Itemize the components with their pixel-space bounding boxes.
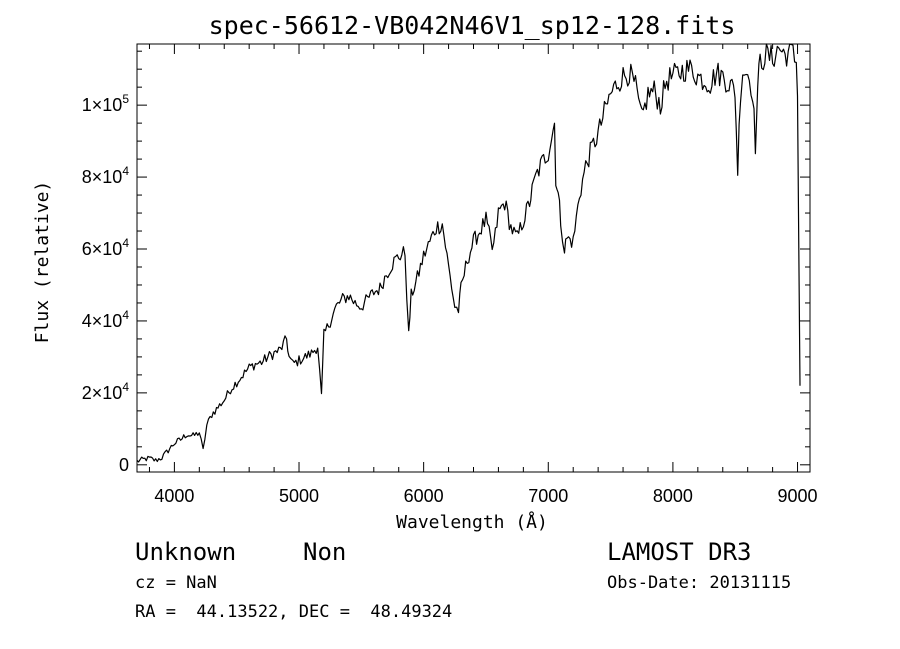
y-tick-label: 1×105 bbox=[82, 92, 130, 115]
x-tick-label: 6000 bbox=[404, 486, 444, 506]
x-axis-label: Wavelength (Å) bbox=[396, 511, 548, 533]
x-tick-label: 8000 bbox=[653, 486, 693, 506]
coordinates-text: RA = 44.13522, DEC = 48.49324 bbox=[135, 602, 453, 622]
y-tick-label: 6×104 bbox=[82, 236, 130, 259]
object-name: Unknown bbox=[135, 538, 237, 566]
y-tick-label: 4×104 bbox=[82, 308, 130, 331]
object-type: Non bbox=[303, 538, 347, 566]
y-tick-label: 2×104 bbox=[82, 380, 130, 403]
flux-series-line bbox=[136, 43, 801, 463]
plot-frame bbox=[136, 43, 811, 473]
x-tick-label: 9000 bbox=[778, 486, 818, 506]
x-axis-ticks bbox=[148, 44, 799, 472]
y-axis-ticks bbox=[137, 50, 810, 466]
x-tick-label: 4000 bbox=[154, 486, 194, 506]
chart-title: spec-56612-VB042N46V1_sp12-128.fits bbox=[209, 11, 736, 40]
obs-date-text: Obs-Date: 20131115 bbox=[607, 573, 792, 593]
x-tick-label: 7000 bbox=[528, 486, 568, 506]
x-axis-tick-labels: 4000 5000 6000 7000 8000 9000 bbox=[154, 486, 817, 506]
redshift-text: cz = NaN bbox=[135, 573, 217, 593]
survey-name: LAMOST DR3 bbox=[607, 538, 752, 566]
y-tick-label: 0 bbox=[119, 455, 129, 475]
y-axis-tick-labels: 0 2×104 4×104 6×104 8×104 1×105 bbox=[82, 92, 130, 475]
x-tick-label: 5000 bbox=[279, 486, 319, 506]
y-axis-label: Flux (relative) bbox=[32, 181, 53, 344]
y-tick-label: 8×104 bbox=[82, 164, 130, 187]
